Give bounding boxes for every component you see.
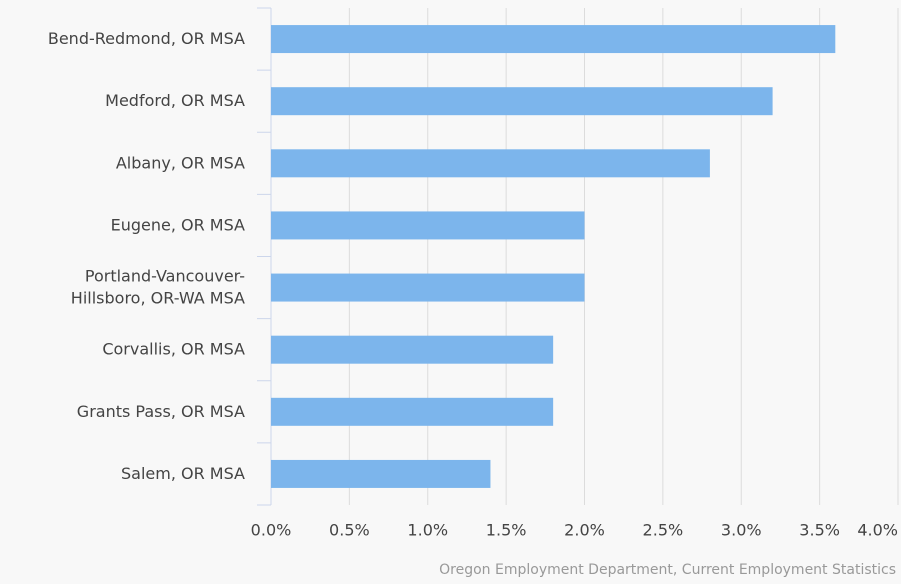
x-tick-label: 4.0% [857,521,898,540]
y-tick-label: Grants Pass, OR MSA [77,401,245,420]
x-tick-label: 1.0% [407,521,448,540]
y-tick-label: Albany, OR MSA [116,153,245,172]
bar [271,459,491,488]
y-tick-label: Bend-Redmond, OR MSA [48,29,245,48]
y-tick-label: Medford, OR MSA [105,91,245,110]
x-tick-label: 0.5% [329,521,370,540]
bar [271,211,585,240]
x-tick-label: 3.0% [721,521,762,540]
x-tick-label: 0.0% [251,521,292,540]
x-tick-label: 3.5% [799,521,840,540]
bar [271,397,554,426]
y-tick-label: Corvallis, OR MSA [102,339,245,358]
y-tick-label: Eugene, OR MSA [111,215,245,234]
bar [271,25,836,54]
bar [271,149,710,178]
y-tick-label: Salem, OR MSA [121,463,245,482]
bar [271,87,773,116]
x-tick-label: 2.0% [564,521,605,540]
bar [271,335,554,364]
y-tick-label: Portland-Vancouver-Hillsboro, OR-WA MSA [71,266,245,307]
x-tick-label: 2.5% [643,521,684,540]
credits: Oregon Employment Department, Current Em… [439,562,896,578]
x-tick-label: 1.5% [486,521,527,540]
bar [271,273,585,302]
